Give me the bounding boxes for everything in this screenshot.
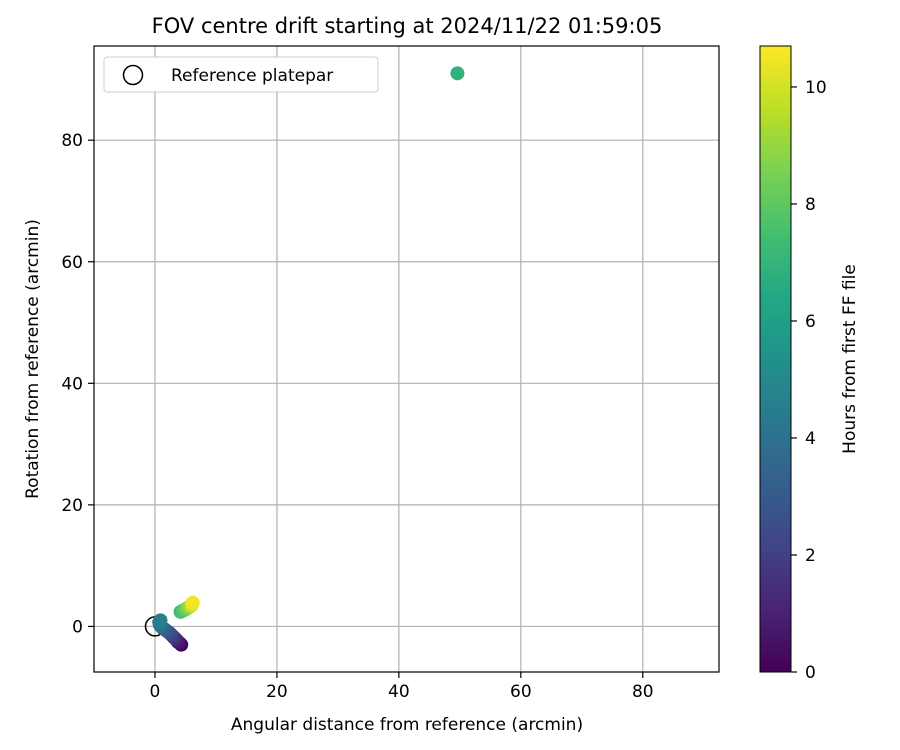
x-axis-ticks: 0 20 40 60 80	[150, 672, 654, 702]
legend-reference-marker	[122, 64, 144, 86]
x-tick-label: 0	[150, 682, 161, 702]
colorbar-ticks: 0 2 4 6 8 10	[791, 78, 827, 683]
data-point	[185, 595, 200, 610]
colorbar-gradient	[759, 45, 792, 673]
legend-box	[103, 56, 379, 93]
y-tick-label: 20	[61, 496, 83, 516]
y-axis-label: Rotation from reference (arcmin)	[23, 219, 43, 499]
data-point	[450, 66, 465, 81]
grid-lines	[94, 46, 719, 672]
colorbar-tick-label: 6	[805, 312, 816, 332]
data-points	[144, 66, 465, 652]
x-tick-label: 60	[510, 682, 532, 702]
colorbar-tick-label: 2	[805, 546, 816, 566]
plot-area-frame	[93, 45, 720, 673]
colorbar-tick-label: 4	[805, 429, 816, 449]
colorbar: 0 2 4 6 8 10 Hours from first FF file	[759, 45, 860, 683]
x-tick-label: 80	[632, 682, 654, 702]
y-tick-label: 80	[61, 131, 83, 151]
y-axis-ticks: 0 20 40 60 80	[61, 131, 94, 637]
colorbar-tick-label: 0	[805, 663, 816, 683]
y-tick-label: 0	[72, 617, 83, 637]
legend: Reference platepar	[103, 56, 379, 93]
colorbar-tick-label: 8	[805, 195, 816, 215]
x-tick-label: 20	[266, 682, 288, 702]
x-axis-label: Angular distance from reference (arcmin)	[231, 715, 583, 735]
legend-entry-label: Reference platepar	[171, 66, 333, 86]
y-tick-label: 60	[61, 253, 83, 273]
colorbar-label: Hours from first FF file	[840, 264, 860, 454]
colorbar-tick-label: 10	[805, 78, 827, 98]
y-tick-label: 40	[61, 374, 83, 394]
data-point	[153, 613, 168, 628]
chart-title: FOV centre drift starting at 2024/11/22 …	[152, 14, 663, 38]
x-tick-label: 40	[388, 682, 410, 702]
